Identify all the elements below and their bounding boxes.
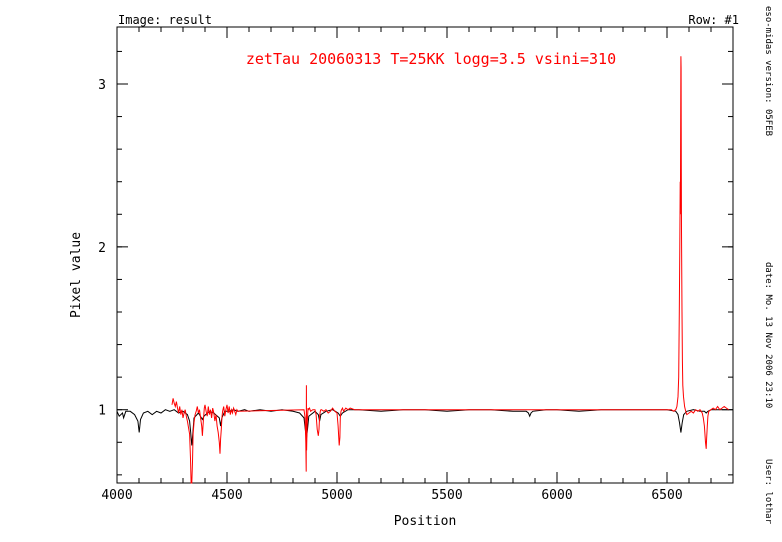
y-tick-label: 3: [98, 78, 106, 93]
x-tick-label: 6000: [541, 488, 572, 503]
axis-ticks: [116, 27, 734, 483]
chart-title: zetTau 20060313 T=25KK logg=3.5 vsini=31…: [246, 50, 616, 68]
x-tick-label: 4500: [211, 488, 242, 503]
y-axis-label: Pixel value: [69, 232, 84, 318]
tick-labels: 4000 4500 5000 5500 6000 6500 1 2 3: [98, 78, 682, 503]
x-axis-label: Position: [394, 514, 457, 529]
series-line-observed: [171, 56, 729, 484]
y-tick-label: 2: [98, 241, 106, 256]
x-tick-label: 5000: [321, 488, 352, 503]
x-tick-label: 4000: [101, 488, 132, 503]
user-text: User: lothar: [763, 459, 773, 525]
spectrum-lines: [116, 56, 729, 484]
x-tick-label: 6500: [651, 488, 682, 503]
y-tick-label: 1: [98, 404, 106, 419]
date-text: date: Mo. 13 Nov 2006 23:10: [763, 262, 773, 408]
version-text: eso-midas version: 05FEB: [763, 6, 773, 136]
image-label: Image: result: [118, 13, 212, 27]
row-label: Row: #1: [688, 13, 739, 27]
series-line-model: [116, 409, 729, 446]
x-tick-label: 5500: [431, 488, 462, 503]
